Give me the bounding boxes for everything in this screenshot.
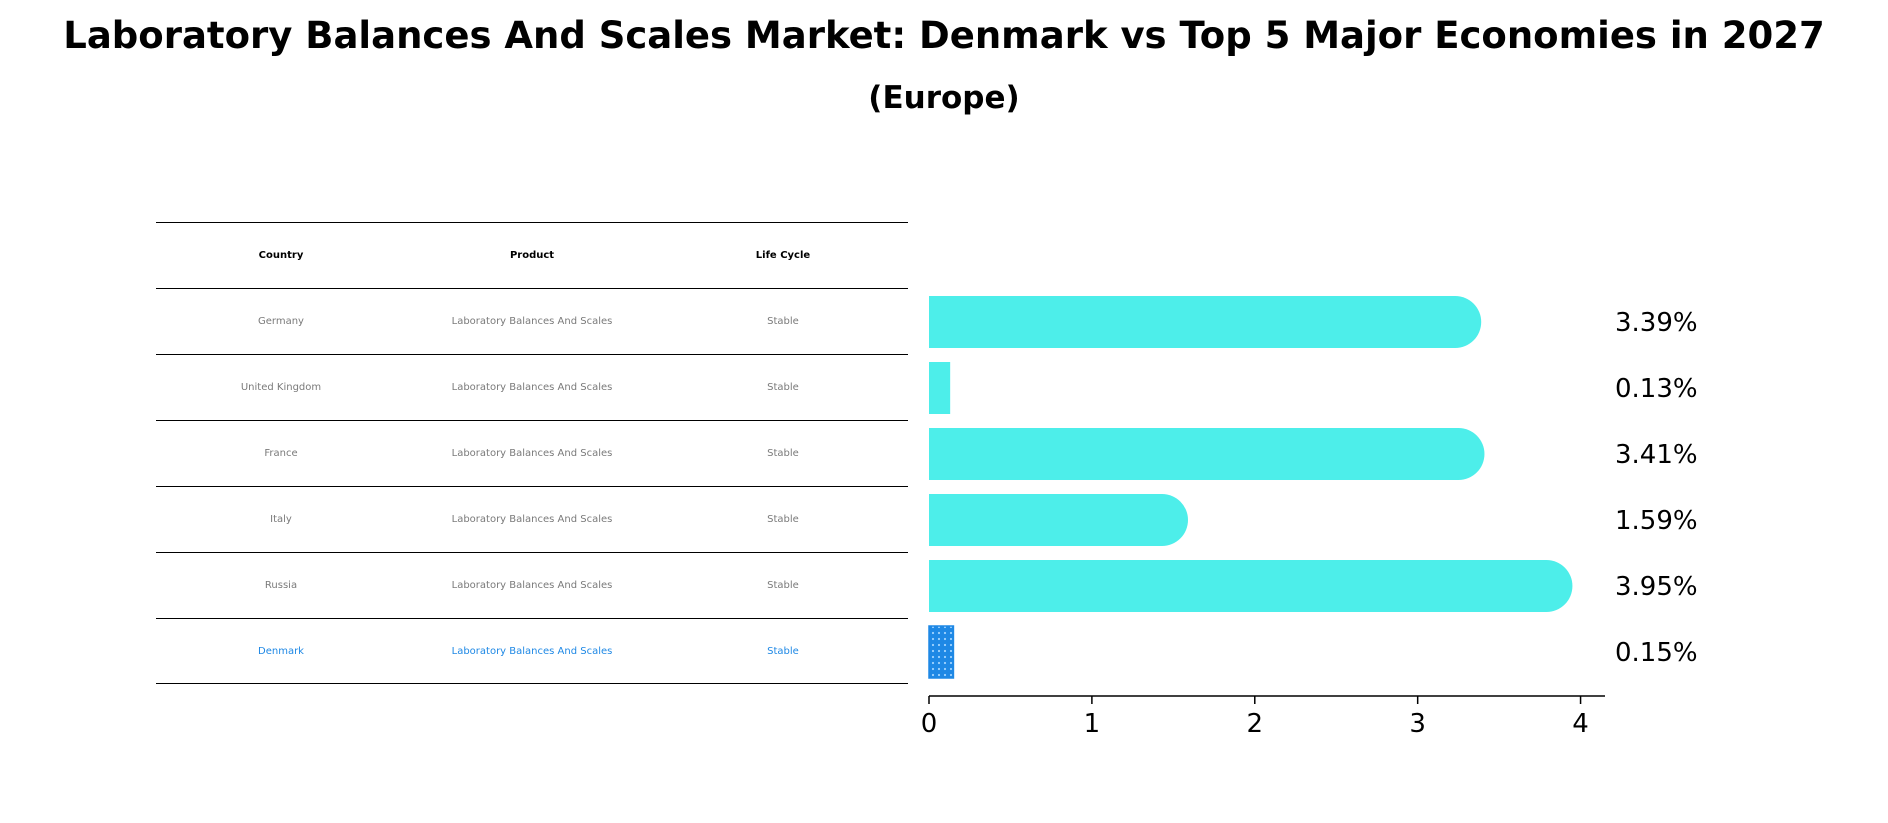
- value-label: 3.41%: [1615, 440, 1698, 470]
- table-row: Italy Laboratory Balances And Scales Sta…: [156, 486, 908, 552]
- bar-denmark: [928, 625, 955, 679]
- header-life-cycle: Life Cycle: [755, 250, 811, 261]
- table-row: United Kingdom Laboratory Balances And S…: [156, 354, 908, 420]
- bar-italy: [929, 494, 1188, 546]
- cell-country: Denmark: [258, 646, 304, 657]
- x-tick-label: 0: [921, 709, 938, 739]
- table-row: France Laboratory Balances And Scales St…: [156, 420, 908, 486]
- header-country: Country: [258, 250, 304, 261]
- x-tick-label: 2: [1247, 709, 1264, 739]
- cell-life-cycle: Stable: [767, 646, 799, 657]
- value-label: 1.59%: [1615, 506, 1698, 536]
- cell-product: Laboratory Balances And Scales: [451, 580, 613, 591]
- bar-russia: [929, 560, 1573, 612]
- cell-product: Laboratory Balances And Scales: [451, 382, 613, 393]
- x-tick-label: 4: [1572, 709, 1589, 739]
- cell-country: United Kingdom: [240, 382, 322, 393]
- bar-france: [929, 428, 1485, 480]
- cell-life-cycle: Stable: [767, 514, 799, 525]
- cell-life-cycle: Stable: [767, 316, 799, 327]
- table-row: Russia Laboratory Balances And Scales St…: [156, 552, 908, 618]
- cell-country: France: [264, 448, 298, 459]
- cell-life-cycle: Stable: [767, 448, 799, 459]
- cell-life-cycle: Stable: [767, 580, 799, 591]
- cell-product: Laboratory Balances And Scales: [451, 448, 613, 459]
- x-tick-label: 1: [1084, 709, 1101, 739]
- cell-product: Laboratory Balances And Scales: [451, 646, 613, 657]
- cell-life-cycle: Stable: [767, 382, 799, 393]
- cell-product: Laboratory Balances And Scales: [451, 316, 613, 327]
- value-label: 0.13%: [1615, 374, 1698, 404]
- bars-layer: [928, 296, 1573, 679]
- chart-title: Laboratory Balances And Scales Market: D…: [63, 14, 1825, 57]
- table-row-highlight: Denmark Laboratory Balances And Scales S…: [156, 618, 908, 684]
- x-tick-label: 3: [1409, 709, 1426, 739]
- value-label: 3.39%: [1615, 308, 1698, 338]
- cell-country: Germany: [258, 316, 304, 327]
- value-label: 3.95%: [1615, 572, 1698, 602]
- value-label: 0.15%: [1615, 638, 1698, 668]
- value-labels-layer: 3.39% 0.13% 3.41% 1.59% 3.95% 0.15%: [1615, 308, 1698, 668]
- header-product: Product: [509, 250, 555, 261]
- table-row: Germany Laboratory Balances And Scales S…: [156, 288, 908, 354]
- cell-country: Italy: [270, 514, 292, 525]
- table-header-row: Country Product Life Cycle: [156, 222, 908, 288]
- bar-germany: [929, 296, 1482, 348]
- chart-subtitle: (Europe): [868, 80, 1020, 116]
- x-axis: 0 1 2 3 4: [921, 695, 1605, 739]
- cell-product: Laboratory Balances And Scales: [451, 514, 613, 525]
- data-table: Country Product Life Cycle Germany Labor…: [156, 222, 908, 684]
- cell-country: Russia: [264, 580, 298, 591]
- bar-united-kingdom: [929, 362, 951, 414]
